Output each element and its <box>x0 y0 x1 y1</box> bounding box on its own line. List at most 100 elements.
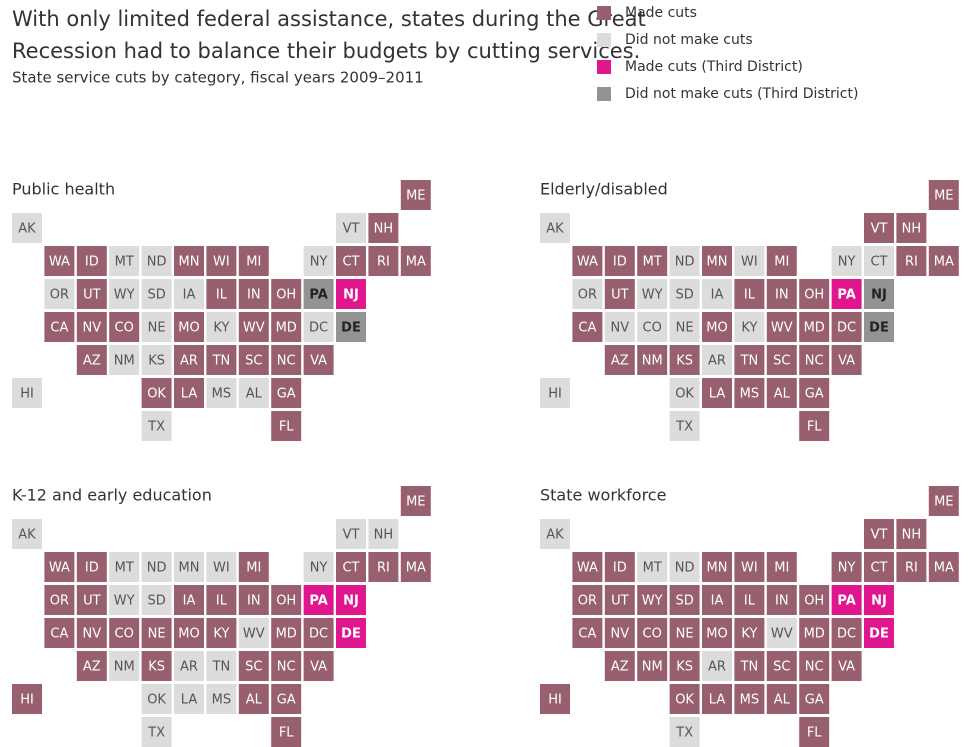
state-label: UT <box>83 288 101 303</box>
state-tile <box>271 684 302 714</box>
state-tile <box>336 519 366 549</box>
state-tile <box>141 312 172 342</box>
state-tile <box>271 585 302 615</box>
state-tile <box>303 312 334 342</box>
state-label: CO <box>115 321 134 336</box>
state-tile <box>303 246 334 276</box>
state-tile <box>206 378 237 408</box>
state-label: GA <box>277 387 296 402</box>
legend-label: Made cuts (Third District) <box>625 59 803 75</box>
state-label: IN <box>247 288 261 303</box>
state-label: IL <box>744 288 756 303</box>
state-label: HI <box>20 387 34 402</box>
state-label: TN <box>212 660 231 675</box>
state-tile <box>336 618 366 648</box>
state-label: OH <box>804 594 824 609</box>
state-tile <box>864 585 894 615</box>
legend-swatch <box>597 33 611 47</box>
state-label: NH <box>902 528 922 543</box>
state-label: KS <box>148 354 165 369</box>
state-tile <box>734 378 765 408</box>
state-tile <box>766 552 797 582</box>
state-label: SC <box>773 660 790 675</box>
legend-label: Made cuts <box>625 5 697 21</box>
state-label: OH <box>804 288 824 303</box>
state-label: OR <box>578 288 597 303</box>
state-tile <box>896 246 927 276</box>
state-tile <box>766 345 797 375</box>
state-label: IL <box>216 288 228 303</box>
state-tile <box>702 312 732 342</box>
state-label: WV <box>243 321 265 336</box>
state-label: CO <box>643 627 662 642</box>
state-label: RI <box>377 255 390 270</box>
state-tile <box>604 651 635 681</box>
state-tile <box>141 246 172 276</box>
state-tile <box>637 279 668 309</box>
state-label: PA <box>837 288 855 303</box>
state-label: LA <box>181 693 198 708</box>
state-tile <box>336 312 366 342</box>
state-tile <box>238 345 269 375</box>
state-label: RI <box>905 561 918 576</box>
state-tile <box>669 345 700 375</box>
state-label: ME <box>406 189 425 204</box>
state-tile <box>604 585 635 615</box>
state-tile <box>44 618 75 648</box>
state-tile <box>109 246 140 276</box>
state-tile <box>799 651 830 681</box>
state-tile <box>734 345 765 375</box>
state-label: PA <box>837 594 855 609</box>
state-tile <box>928 552 959 582</box>
state-tile <box>76 279 107 309</box>
state-tile <box>604 246 635 276</box>
state-tile <box>799 345 830 375</box>
state-label: NH <box>902 222 922 237</box>
state-label: MD <box>276 627 297 642</box>
state-tile <box>799 378 830 408</box>
state-tile <box>303 345 334 375</box>
state-label: MT <box>643 561 662 576</box>
state-tile <box>734 618 765 648</box>
state-label: AK <box>18 528 36 543</box>
state-tile <box>76 552 107 582</box>
state-tile <box>799 411 830 441</box>
state-tile <box>864 279 894 309</box>
state-tile <box>928 246 959 276</box>
state-label: OR <box>50 288 69 303</box>
state-label: AZ <box>611 354 629 369</box>
state-tile <box>572 585 603 615</box>
state-tile <box>669 411 700 441</box>
title-line: Recession had to balance their budgets b… <box>12 39 640 63</box>
state-label: OK <box>147 693 166 708</box>
state-label: MO <box>706 321 727 336</box>
state-label: AR <box>708 660 726 675</box>
state-tile <box>12 684 42 714</box>
state-tile <box>604 552 635 582</box>
state-label: DC <box>837 627 856 642</box>
state-label: MO <box>178 627 199 642</box>
state-label: DE <box>341 321 361 336</box>
state-label: HI <box>548 387 562 402</box>
state-tile <box>669 552 700 582</box>
state-tile <box>864 552 894 582</box>
state-label: CA <box>578 321 596 336</box>
state-tile <box>734 279 765 309</box>
state-label: TX <box>147 726 165 741</box>
state-tile <box>400 552 431 582</box>
state-tile <box>669 312 700 342</box>
state-label: NE <box>676 627 694 642</box>
state-tile <box>702 378 732 408</box>
state-tile <box>206 651 237 681</box>
state-tile <box>271 618 302 648</box>
state-tile <box>766 312 797 342</box>
state-label: NY <box>310 561 328 576</box>
state-label: SD <box>675 594 693 609</box>
state-tile <box>174 312 204 342</box>
state-tile <box>831 552 862 582</box>
state-label: SC <box>245 660 262 675</box>
state-label: AL <box>774 387 791 402</box>
state-tile <box>766 246 797 276</box>
state-label: OK <box>675 387 694 402</box>
panel-title: K-12 and early education <box>12 486 212 505</box>
